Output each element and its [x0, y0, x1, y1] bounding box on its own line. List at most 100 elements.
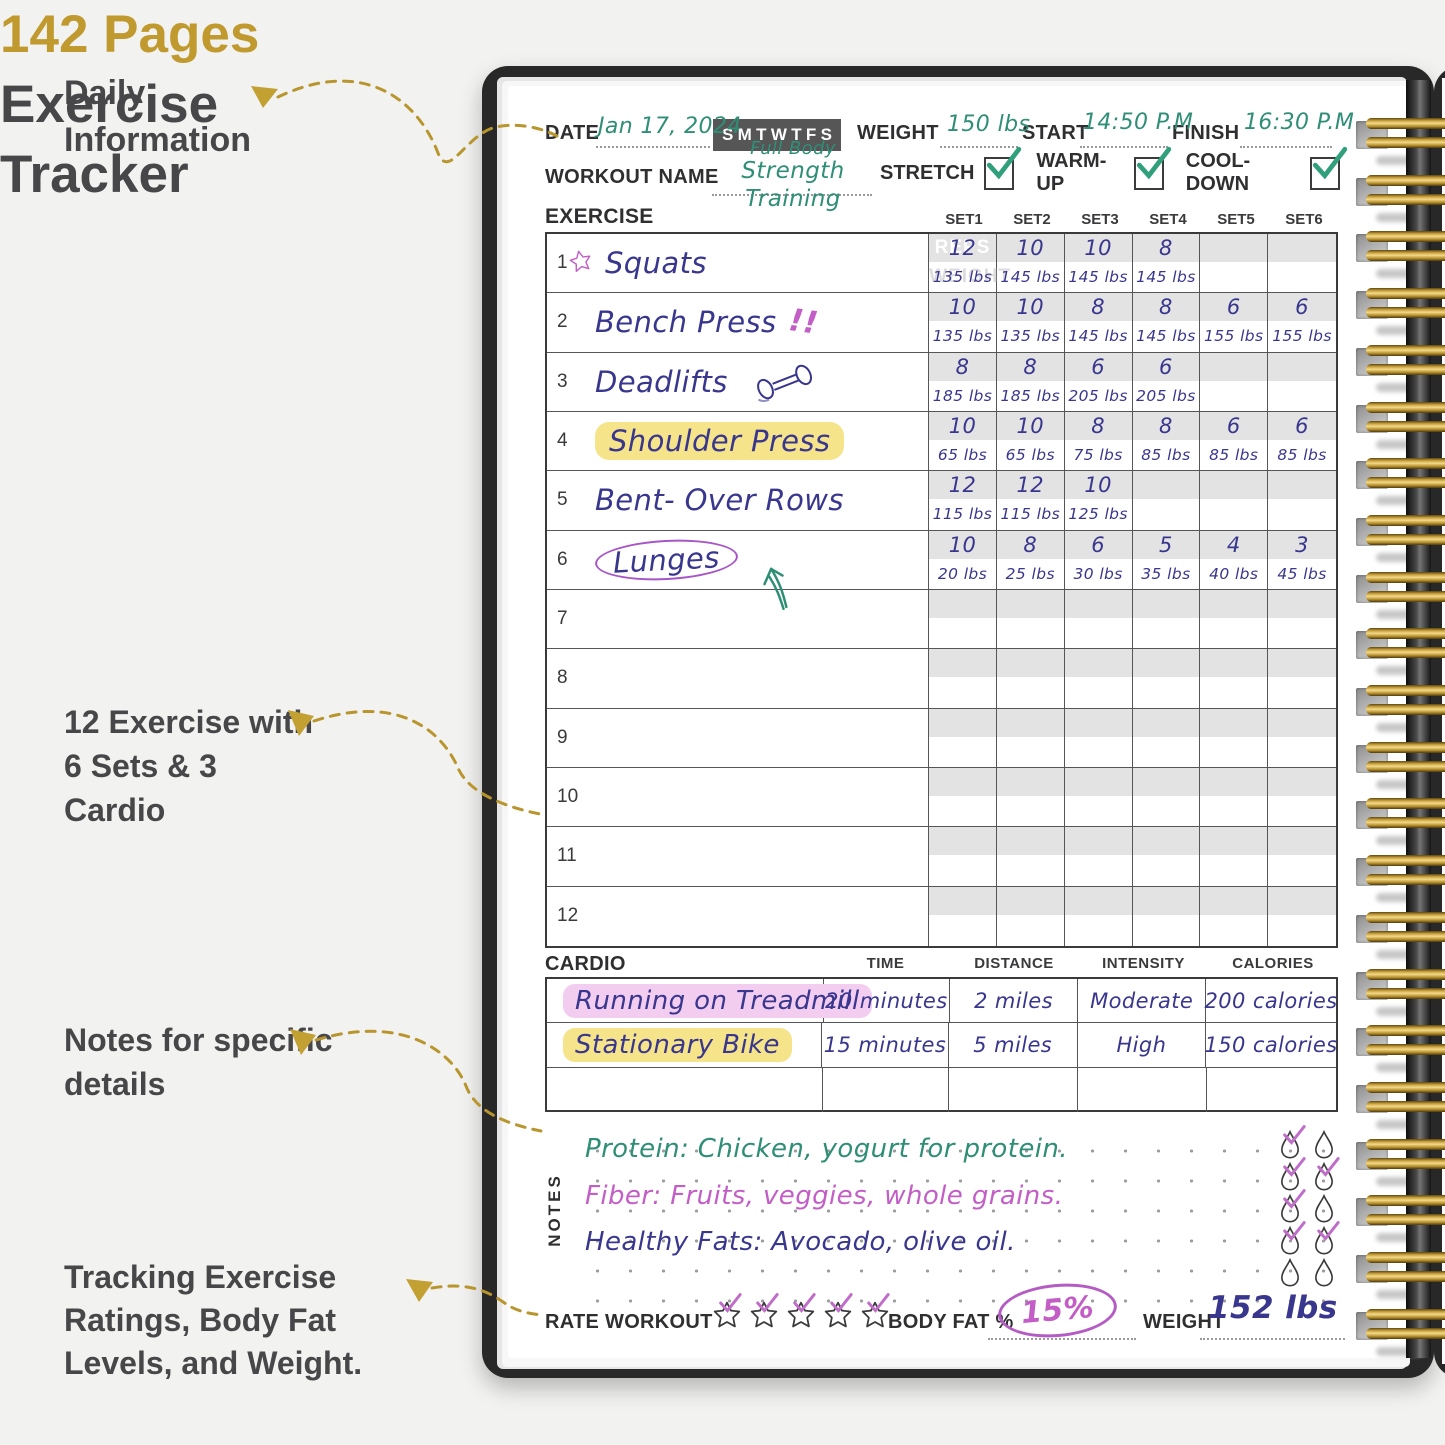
- exercise-name-cell[interactable]: 11: [547, 827, 930, 886]
- exercise-name-cell[interactable]: 1 Squats: [547, 234, 930, 293]
- start-field[interactable]: 14:50 P.M: [1083, 110, 1194, 135]
- set-cell[interactable]: 6 205 lbs: [1132, 352, 1201, 411]
- set-cell[interactable]: REPS 12 WEIGHT 135 lbs: [929, 234, 1010, 293]
- exercise-name-cell[interactable]: 7: [547, 589, 930, 649]
- exercise-name-cell[interactable]: 6 Lunges: [547, 530, 930, 610]
- set-cell[interactable]: [1268, 589, 1336, 648]
- set-cell[interactable]: [1132, 708, 1201, 767]
- exercise-name-cell[interactable]: 8: [547, 649, 930, 708]
- set-cell[interactable]: [1268, 352, 1336, 411]
- set-cell[interactable]: 10 65 lbs: [996, 411, 1065, 471]
- cardio-value-cell[interactable]: 15 minutes: [822, 1023, 949, 1067]
- set-cell[interactable]: 10 135 lbs: [996, 293, 1065, 352]
- set-cell[interactable]: 8 145 lbs: [1064, 293, 1133, 352]
- set-cell[interactable]: [1132, 471, 1201, 530]
- set-cell[interactable]: 12 115 lbs: [996, 471, 1065, 530]
- cardio-value-cell[interactable]: [949, 1067, 1079, 1112]
- set-cell[interactable]: 5 35 lbs: [1132, 530, 1201, 589]
- set-cell[interactable]: [1268, 708, 1336, 767]
- set-cell[interactable]: 3 45 lbs: [1268, 530, 1336, 589]
- cardio-value-cell[interactable]: 200 calories: [1205, 979, 1338, 1022]
- rating-star[interactable]: [823, 1293, 853, 1330]
- exercise-name-cell[interactable]: 2 Bench Press!!: [547, 293, 930, 352]
- set-cell[interactable]: 10 65 lbs: [929, 411, 997, 471]
- droplet[interactable]: [1279, 1125, 1313, 1162]
- set-cell[interactable]: [1132, 827, 1201, 886]
- droplet[interactable]: [1313, 1221, 1347, 1258]
- exercise-name-cell[interactable]: 4 Shoulder Press: [547, 411, 930, 471]
- droplet[interactable]: [1279, 1157, 1313, 1194]
- droplet[interactable]: [1313, 1193, 1347, 1226]
- set-cell[interactable]: [929, 708, 997, 767]
- cardio-value-cell[interactable]: [1078, 1067, 1207, 1112]
- cardio-value-cell[interactable]: 5 miles: [949, 1023, 1078, 1067]
- set-cell[interactable]: [1064, 708, 1133, 767]
- set-cell[interactable]: 8 185 lbs: [996, 352, 1065, 411]
- set-cell[interactable]: [996, 708, 1065, 767]
- set-cell[interactable]: [1268, 827, 1336, 885]
- set-cell[interactable]: [1132, 589, 1201, 649]
- set-cell[interactable]: [1132, 649, 1201, 708]
- set-cell[interactable]: [1132, 767, 1201, 827]
- set-cell[interactable]: 10 145 lbs: [1064, 234, 1133, 293]
- set-cell[interactable]: 12 115 lbs: [929, 471, 997, 530]
- checkbox-stretch[interactable]: [984, 146, 1022, 190]
- droplet[interactable]: [1279, 1189, 1313, 1226]
- set-cell[interactable]: [1064, 886, 1133, 946]
- rating-star[interactable]: [860, 1293, 890, 1330]
- set-cell[interactable]: [929, 886, 997, 946]
- set-cell[interactable]: [1200, 471, 1269, 530]
- set-cell[interactable]: 6 30 lbs: [1064, 530, 1133, 589]
- set-cell[interactable]: [996, 827, 1065, 886]
- droplet[interactable]: [1313, 1257, 1347, 1290]
- set-cell[interactable]: [1132, 886, 1201, 946]
- workout-name-field[interactable]: Full Body Strength Training: [708, 140, 878, 213]
- weight-field[interactable]: 150 lbs: [947, 112, 1031, 137]
- set-cell[interactable]: [996, 589, 1065, 649]
- set-cell[interactable]: 8 185 lbs: [929, 352, 997, 411]
- set-cell[interactable]: 8 145 lbs: [1132, 293, 1201, 352]
- set-cell[interactable]: 10 125 lbs: [1064, 471, 1133, 530]
- rating-star[interactable]: [786, 1293, 816, 1330]
- exercise-name-cell[interactable]: 3 Deadlifts: [547, 352, 930, 411]
- cardio-value-cell[interactable]: 2 miles: [950, 979, 1079, 1023]
- droplet[interactable]: [1313, 1157, 1347, 1194]
- set-cell[interactable]: 6 85 lbs: [1200, 411, 1269, 471]
- rating-star[interactable]: [712, 1293, 742, 1330]
- set-cell[interactable]: [996, 649, 1065, 708]
- set-cell[interactable]: 10 145 lbs: [996, 234, 1065, 293]
- set-cell[interactable]: [1268, 767, 1336, 826]
- cardio-value-cell[interactable]: 20 minutes: [824, 979, 950, 1023]
- cardio-value-cell[interactable]: High: [1078, 1023, 1206, 1067]
- set-cell[interactable]: [1268, 886, 1336, 946]
- exercise-name-cell[interactable]: 9: [547, 708, 930, 767]
- rating-star[interactable]: [749, 1293, 779, 1330]
- droplet[interactable]: [1313, 1129, 1347, 1162]
- set-cell[interactable]: [1200, 708, 1269, 767]
- checkbox-warm-up[interactable]: [1133, 146, 1172, 190]
- droplet[interactable]: [1279, 1221, 1313, 1258]
- set-cell[interactable]: [929, 827, 997, 886]
- exercise-name-cell[interactable]: 5 Bent- Over Rows: [547, 471, 930, 530]
- footer-weight-field[interactable]: 152 lbs: [1208, 1290, 1338, 1326]
- set-cell[interactable]: [1200, 234, 1269, 293]
- set-cell[interactable]: 6 205 lbs: [1064, 352, 1133, 411]
- set-cell[interactable]: [1064, 649, 1133, 708]
- checkbox-cool-down[interactable]: [1310, 146, 1348, 190]
- set-cell[interactable]: [1200, 827, 1269, 886]
- set-cell[interactable]: [929, 767, 997, 827]
- set-cell[interactable]: 8 145 lbs: [1132, 234, 1201, 293]
- set-cell[interactable]: 6 155 lbs: [1268, 293, 1336, 351]
- cardio-value-cell[interactable]: Moderate: [1078, 979, 1206, 1023]
- set-cell[interactable]: 6 155 lbs: [1200, 293, 1269, 352]
- set-cell[interactable]: [1268, 649, 1336, 707]
- set-cell[interactable]: [929, 649, 997, 708]
- set-cell[interactable]: 6 85 lbs: [1268, 411, 1336, 470]
- droplet[interactable]: [1279, 1257, 1313, 1290]
- cardio-name-cell[interactable]: Stationary Bike: [547, 1023, 823, 1067]
- set-cell[interactable]: [996, 886, 1065, 946]
- cardio-value-cell[interactable]: [823, 1067, 949, 1112]
- cardio-name-cell[interactable]: [547, 1067, 823, 1112]
- set-cell[interactable]: 8 25 lbs: [996, 530, 1065, 589]
